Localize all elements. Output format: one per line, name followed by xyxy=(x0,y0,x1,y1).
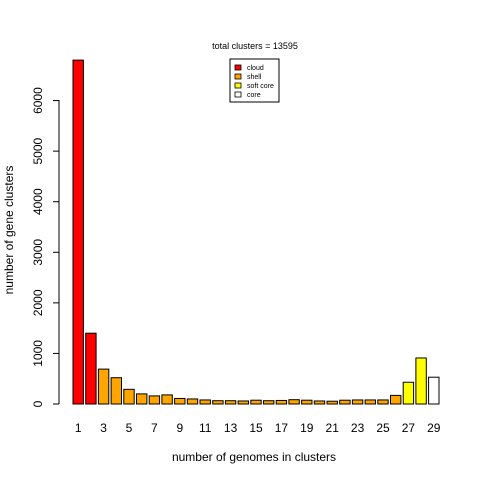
legend-label-soft-core: soft core xyxy=(247,83,274,90)
legend-label-cloud: cloud xyxy=(247,65,264,72)
y-tick-label-2000: 2000 xyxy=(31,289,45,316)
x-tick-label-17: 17 xyxy=(275,421,289,435)
x-tick-label-5: 5 xyxy=(126,421,133,435)
bar-1 xyxy=(72,59,84,405)
bar-28 xyxy=(415,357,427,405)
x-tick-label-7: 7 xyxy=(151,421,158,435)
x-tick-label-1: 1 xyxy=(75,421,82,435)
chart-title: total clusters = 13595 xyxy=(212,41,298,51)
bar-21 xyxy=(326,400,338,405)
x-tick-label-25: 25 xyxy=(376,421,390,435)
x-axis-label: number of genomes in clusters xyxy=(172,450,336,464)
bar-3 xyxy=(97,368,110,405)
x-tick-label-9: 9 xyxy=(176,421,183,435)
y-tick-label-0: 0 xyxy=(31,400,45,407)
y-tick-label-3000: 3000 xyxy=(31,239,45,266)
legend: cloud shell soft core core xyxy=(229,58,280,103)
x-tick-label-19: 19 xyxy=(300,421,314,435)
bar-10 xyxy=(186,398,199,405)
bar-15 xyxy=(250,399,262,405)
y-tick-label-6000: 6000 xyxy=(31,87,45,114)
x-tick-label-3: 3 xyxy=(100,421,107,435)
bar-12 xyxy=(212,400,224,405)
x-tick-label-29: 29 xyxy=(427,421,441,435)
bar-9 xyxy=(174,397,186,405)
y-tick-label-4000: 4000 xyxy=(31,188,45,215)
bar-8 xyxy=(161,394,173,405)
legend-swatch-soft-core xyxy=(234,82,242,89)
x-tick-label-13: 13 xyxy=(224,421,238,435)
bar-23 xyxy=(351,399,364,405)
bar-19 xyxy=(301,399,313,405)
bar-16 xyxy=(263,400,275,405)
x-axis-tick-labels: 1 3 5 7 9 11 13 15 17 19 21 23 25 27 29 xyxy=(75,421,441,435)
legend-label-core: core xyxy=(247,92,261,99)
x-tick-label-27: 27 xyxy=(402,421,416,435)
bar-7 xyxy=(148,395,161,405)
bar-11 xyxy=(199,399,211,405)
bars-group xyxy=(72,59,440,405)
legend-label-shell: shell xyxy=(247,74,262,81)
x-tick-label-11: 11 xyxy=(199,421,212,435)
bar-2 xyxy=(85,332,97,405)
y-axis-ticks: 0 1000 2000 3000 4000 5000 6000 xyxy=(31,87,59,407)
bar-29 xyxy=(428,376,440,405)
x-tick-label-15: 15 xyxy=(249,421,263,435)
x-tick-label-23: 23 xyxy=(351,421,365,435)
bar-18 xyxy=(288,399,300,405)
bar-14 xyxy=(237,400,250,405)
bar-20 xyxy=(313,400,326,405)
bar-17 xyxy=(275,399,288,405)
legend-swatch-cloud xyxy=(234,64,242,71)
x-tick-label-21: 21 xyxy=(326,421,340,435)
bar-5 xyxy=(123,388,135,405)
y-axis-label: number of gene clusters xyxy=(2,166,16,295)
bar-4 xyxy=(110,377,122,405)
bar-26 xyxy=(390,394,402,405)
bar-24 xyxy=(364,399,377,405)
bar-25 xyxy=(377,399,389,405)
legend-swatch-shell xyxy=(234,73,242,80)
bar-27 xyxy=(402,381,415,405)
bar-22 xyxy=(339,399,351,405)
bar-6 xyxy=(136,393,148,405)
y-tick-label-5000: 5000 xyxy=(31,137,45,164)
y-tick-label-1000: 1000 xyxy=(31,340,45,367)
legend-swatch-core xyxy=(234,91,242,98)
bar-13 xyxy=(224,400,237,405)
